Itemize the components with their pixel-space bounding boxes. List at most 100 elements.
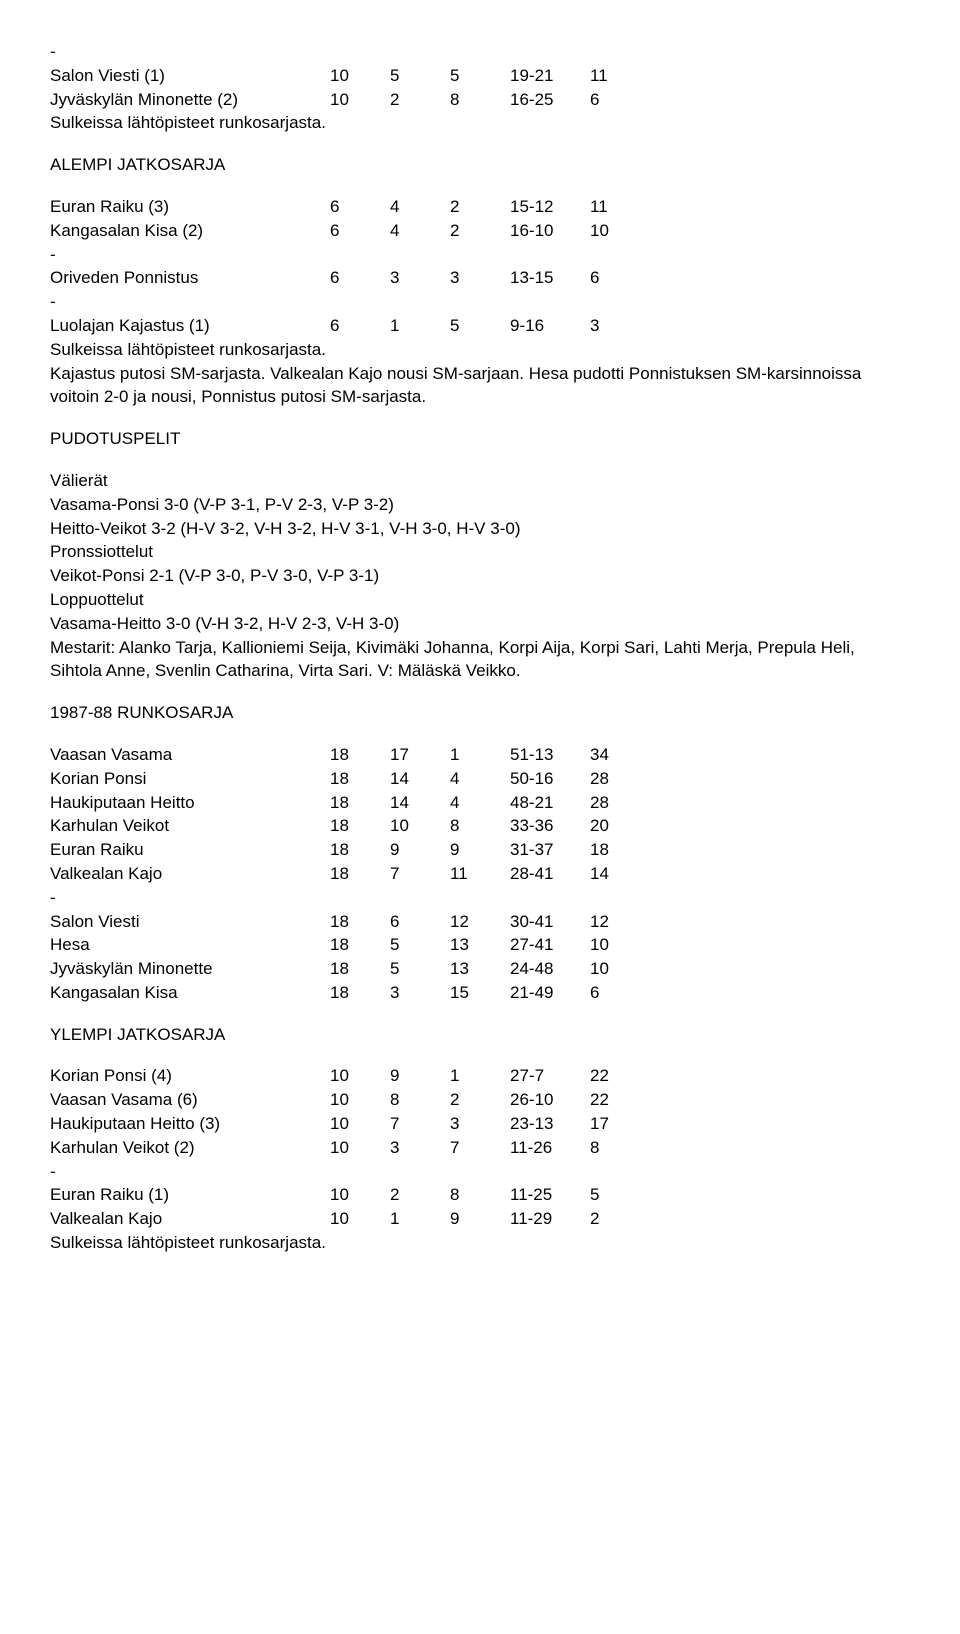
col-losses: 7	[450, 1136, 510, 1160]
col-wins: 2	[390, 88, 450, 112]
table-row: Euran Raiku (1)102811-255	[50, 1183, 910, 1207]
col-wins: 10	[390, 814, 450, 838]
col-losses: 4	[450, 791, 510, 815]
pudotus-body: Välierät Vasama-Ponsi 3-0 (V-P 3-1, P-V …	[50, 469, 910, 683]
table-row: -	[50, 290, 910, 314]
valierat-line-0: Vasama-Ponsi 3-0 (V-P 3-1, P-V 2-3, V-P …	[50, 493, 910, 517]
section1-note: Sulkeissa lähtöpisteet runkosarjasta.	[50, 111, 910, 135]
mestarit: Mestarit: Alanko Tarja, Kallioniemi Seij…	[50, 636, 910, 684]
col-played: 18	[330, 814, 390, 838]
alempi-note: Sulkeissa lähtöpisteet runkosarjasta. Ka…	[50, 338, 910, 409]
col-played: 10	[330, 1064, 390, 1088]
team-name: Korian Ponsi	[50, 767, 330, 791]
col-losses: 8	[450, 88, 510, 112]
table-row: Vaasan Vasama1817151-1334	[50, 743, 910, 767]
team-name: Vaasan Vasama (6)	[50, 1088, 330, 1112]
col-points: 17	[590, 1112, 640, 1136]
team-name: Luolajan Kajastus (1)	[50, 314, 330, 338]
col-sets: 30-41	[510, 910, 590, 934]
col-sets: 21-49	[510, 981, 590, 1005]
col-losses: 9	[450, 838, 510, 862]
loppu-label: Loppuottelut	[50, 588, 910, 612]
table-row: -	[50, 886, 910, 910]
col-sets: 11-29	[510, 1207, 590, 1231]
col-points: 28	[590, 791, 640, 815]
table-row: Korian Ponsi1814450-1628	[50, 767, 910, 791]
team-name: Vaasan Vasama	[50, 743, 330, 767]
col-wins: 5	[390, 933, 450, 957]
table-row: Valkealan Kajo101911-292	[50, 1207, 910, 1231]
col-played: 18	[330, 743, 390, 767]
col-losses: 3	[450, 1112, 510, 1136]
col-wins: 7	[390, 862, 450, 886]
col-points: 12	[590, 910, 640, 934]
team-name: Karhulan Veikot	[50, 814, 330, 838]
col-sets: 27-41	[510, 933, 590, 957]
col-losses: 5	[450, 64, 510, 88]
col-points: 6	[590, 981, 640, 1005]
team-name: Valkealan Kajo	[50, 1207, 330, 1231]
col-played: 18	[330, 957, 390, 981]
table-row: Oriveden Ponnistus63313-156	[50, 266, 910, 290]
col-points: 6	[590, 266, 640, 290]
col-losses: 2	[450, 219, 510, 243]
team-name: Kangasalan Kisa	[50, 981, 330, 1005]
table-row: Korian Ponsi (4)109127-722	[50, 1064, 910, 1088]
team-name: Valkealan Kajo	[50, 862, 330, 886]
team-name: Euran Raiku (1)	[50, 1183, 330, 1207]
col-played: 6	[330, 266, 390, 290]
col-played: 10	[330, 88, 390, 112]
table-row: Vaasan Vasama (6)108226-1022	[50, 1088, 910, 1112]
col-losses: 2	[450, 195, 510, 219]
col-played: 18	[330, 838, 390, 862]
valierat-line-1: Heitto-Veikot 3-2 (H-V 3-2, V-H 3-2, H-V…	[50, 517, 910, 541]
col-losses: 1	[450, 1064, 510, 1088]
team-name: Euran Raiku	[50, 838, 330, 862]
col-losses: 15	[450, 981, 510, 1005]
col-sets: 9-16	[510, 314, 590, 338]
col-losses: 1	[450, 743, 510, 767]
runko-title: 1987-88 RUNKOSARJA	[50, 701, 910, 725]
col-losses: 4	[450, 767, 510, 791]
pronssi-line: Veikot-Ponsi 2-1 (V-P 3-0, P-V 3-0, V-P …	[50, 564, 910, 588]
col-points: 11	[590, 195, 640, 219]
col-sets: 33-36	[510, 814, 590, 838]
table-row: -	[50, 243, 910, 267]
col-points: 6	[590, 88, 640, 112]
col-losses: 2	[450, 1088, 510, 1112]
col-played: 10	[330, 1183, 390, 1207]
col-sets: 50-16	[510, 767, 590, 791]
col-played: 6	[330, 314, 390, 338]
col-sets: 27-7	[510, 1064, 590, 1088]
col-played: 10	[330, 64, 390, 88]
table-row: Euran Raiku189931-3718	[50, 838, 910, 862]
col-wins: 14	[390, 791, 450, 815]
col-played: 18	[330, 910, 390, 934]
table-row: Haukiputaan Heitto (3)107323-1317	[50, 1112, 910, 1136]
team-name: Kangasalan Kisa (2)	[50, 219, 330, 243]
team-name: Salon Viesti	[50, 910, 330, 934]
col-points: 20	[590, 814, 640, 838]
col-losses: 12	[450, 910, 510, 934]
col-points: 10	[590, 933, 640, 957]
valierat-label: Välierät	[50, 469, 910, 493]
col-played: 10	[330, 1112, 390, 1136]
alempi-title: ALEMPI JATKOSARJA	[50, 153, 910, 177]
col-wins: 4	[390, 195, 450, 219]
col-points: 28	[590, 767, 640, 791]
col-points: 5	[590, 1183, 640, 1207]
col-wins: 1	[390, 1207, 450, 1231]
col-losses: 8	[450, 814, 510, 838]
col-sets: 13-15	[510, 266, 590, 290]
dash-row: -	[50, 40, 910, 64]
col-losses: 9	[450, 1207, 510, 1231]
table-row: Jyväskylän Minonette1851324-4810	[50, 957, 910, 981]
col-points: 10	[590, 219, 640, 243]
col-sets: 31-37	[510, 838, 590, 862]
team-name: Haukiputaan Heitto	[50, 791, 330, 815]
team-name: Jyväskylän Minonette	[50, 957, 330, 981]
col-played: 10	[330, 1207, 390, 1231]
col-wins: 17	[390, 743, 450, 767]
ylempi-title: YLEMPI JATKOSARJA	[50, 1023, 910, 1047]
table-row: Valkealan Kajo1871128-4114	[50, 862, 910, 886]
